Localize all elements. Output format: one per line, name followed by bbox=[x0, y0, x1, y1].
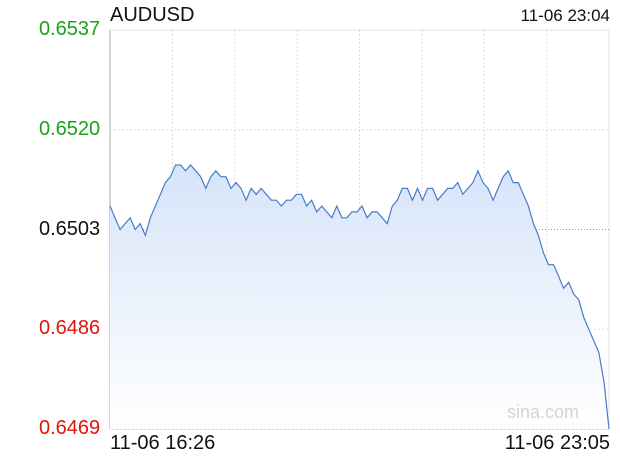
y-tick-label: 0.6486 bbox=[39, 317, 101, 340]
y-tick-label: 0.6503 bbox=[39, 217, 101, 240]
x-tick-label-start: 11-06 16:26 bbox=[110, 432, 216, 454]
y-tick-label: 0.6520 bbox=[39, 117, 101, 140]
y-tick-label: 0.6469 bbox=[39, 417, 101, 439]
timestamp: 11-06 23:04 bbox=[520, 6, 610, 25]
watermark: sina.com bbox=[507, 402, 580, 422]
x-tick-label-end: 11-06 23:05 bbox=[504, 432, 610, 454]
chart-title: AUDUSD bbox=[110, 4, 195, 26]
price-line bbox=[109, 164, 610, 430]
y-tick-label: 0.6537 bbox=[39, 18, 101, 40]
price-area bbox=[110, 165, 609, 429]
